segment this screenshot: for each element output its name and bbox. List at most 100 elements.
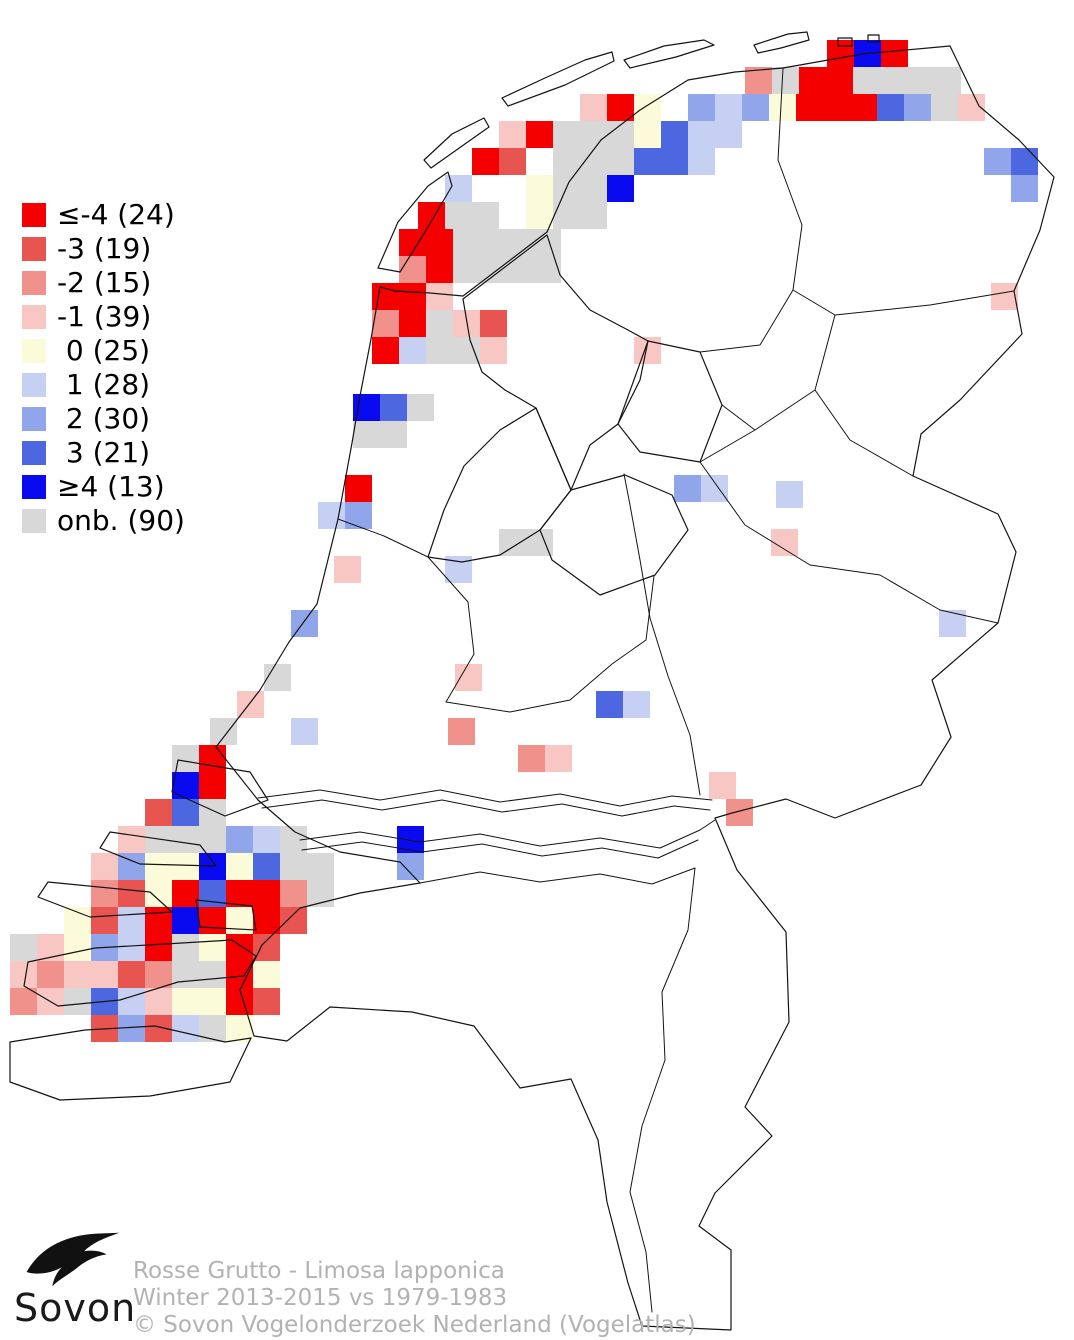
grid-cell	[580, 94, 607, 121]
legend-label: ≥4 (13)	[57, 469, 165, 503]
grid-cell	[715, 121, 742, 148]
grid-cell	[399, 310, 426, 337]
grid-cell	[397, 853, 424, 880]
legend-swatch	[22, 508, 46, 533]
grid-cell	[199, 799, 226, 826]
legend-label: -2 (15)	[57, 265, 152, 299]
grid-cell	[172, 826, 199, 853]
grid-cell	[253, 988, 280, 1015]
grid-cell	[534, 256, 561, 283]
grid-cell	[826, 67, 853, 94]
legend-label: 3 (21)	[57, 435, 151, 469]
grid-cell	[91, 961, 118, 988]
grid-cell	[226, 880, 253, 907]
grid-cell	[226, 988, 253, 1015]
grid-cell	[661, 148, 688, 175]
polder-noordoostpolder	[617, 340, 723, 463]
grid-cell	[118, 880, 145, 907]
grid-cell	[253, 826, 280, 853]
grid-cell	[226, 853, 253, 880]
grid-cell	[372, 310, 399, 337]
legend-label: 1 (28)	[57, 367, 151, 401]
grid-cell	[455, 664, 482, 691]
grid-cell	[118, 1015, 145, 1042]
grid-cell	[776, 481, 803, 508]
grid-cell	[596, 691, 623, 718]
grid-cell	[580, 121, 607, 148]
grid-cell	[199, 1015, 226, 1042]
island-tholen	[195, 899, 257, 931]
grid-cell	[380, 421, 407, 448]
grid-cell	[145, 880, 172, 907]
polder-flevoland	[539, 474, 689, 596]
grid-cell	[210, 718, 237, 745]
grid-cell	[145, 961, 172, 988]
grid-cells	[10, 40, 1038, 1042]
grid-cell	[472, 202, 499, 229]
grid-cell	[634, 94, 661, 121]
grid-cell	[688, 148, 715, 175]
grid-cell	[399, 256, 426, 283]
grid-cell	[118, 907, 145, 934]
grid-cell	[10, 988, 37, 1015]
grid-cell	[480, 229, 507, 256]
grid-cell	[480, 256, 507, 283]
grid-cell	[877, 94, 904, 121]
grid-cell	[172, 799, 199, 826]
island-voorne-putten	[171, 759, 269, 817]
grid-cell	[118, 826, 145, 853]
grid-cell	[172, 772, 199, 799]
grid-cell	[499, 121, 526, 148]
grid-cell	[226, 826, 253, 853]
grid-cell	[553, 202, 580, 229]
grid-cell	[499, 148, 526, 175]
grid-cell	[445, 175, 472, 202]
legend-swatch	[22, 270, 46, 295]
mainland-outline	[215, 45, 1055, 1331]
grid-cell	[934, 67, 961, 94]
legend-item: -2 (15)	[22, 265, 185, 299]
grid-cell	[380, 394, 407, 421]
island-walcheren-beveland	[23, 939, 257, 1007]
grid-cell	[881, 40, 908, 67]
grid-cell	[145, 907, 172, 934]
grid-cell	[145, 799, 172, 826]
grid-cell	[91, 853, 118, 880]
grid-cell	[145, 988, 172, 1015]
grid-cell	[580, 175, 607, 202]
island-texel	[377, 171, 453, 273]
grid-cell	[399, 283, 426, 310]
legend-label: -1 (39)	[57, 299, 152, 333]
legend-item: ≤-4 (24)	[22, 197, 185, 231]
grid-cell	[199, 772, 226, 799]
grid-cell	[307, 853, 334, 880]
grid-cell	[172, 1015, 199, 1042]
grid-cell	[799, 67, 826, 94]
grid-cell	[199, 988, 226, 1015]
legend-swatch	[22, 202, 46, 227]
grid-cell	[172, 934, 199, 961]
grid-cell	[91, 907, 118, 934]
grid-cell	[880, 67, 907, 94]
legend-label: -3 (19)	[57, 231, 152, 265]
grid-cell	[37, 961, 64, 988]
caption-species: Rosse Grutto - Limosa lapponica	[133, 1258, 505, 1284]
grid-cell	[10, 961, 37, 988]
grid-cell	[771, 529, 798, 556]
grid-cell	[280, 907, 307, 934]
legend-swatch	[22, 406, 46, 431]
legend-swatch	[22, 372, 46, 397]
legend-swatch	[22, 338, 46, 363]
legend-label: ≤-4 (24)	[57, 197, 175, 231]
grid-cell	[280, 853, 307, 880]
grid-cell	[64, 988, 91, 1015]
island-vlieland	[423, 117, 490, 169]
grid-cell	[253, 880, 280, 907]
grid-cell	[426, 337, 453, 364]
island-rottum	[837, 34, 880, 47]
grid-cell	[445, 202, 472, 229]
legend-item: 3 (21)	[22, 435, 185, 469]
grid-cell	[199, 826, 226, 853]
grid-cell	[526, 121, 553, 148]
